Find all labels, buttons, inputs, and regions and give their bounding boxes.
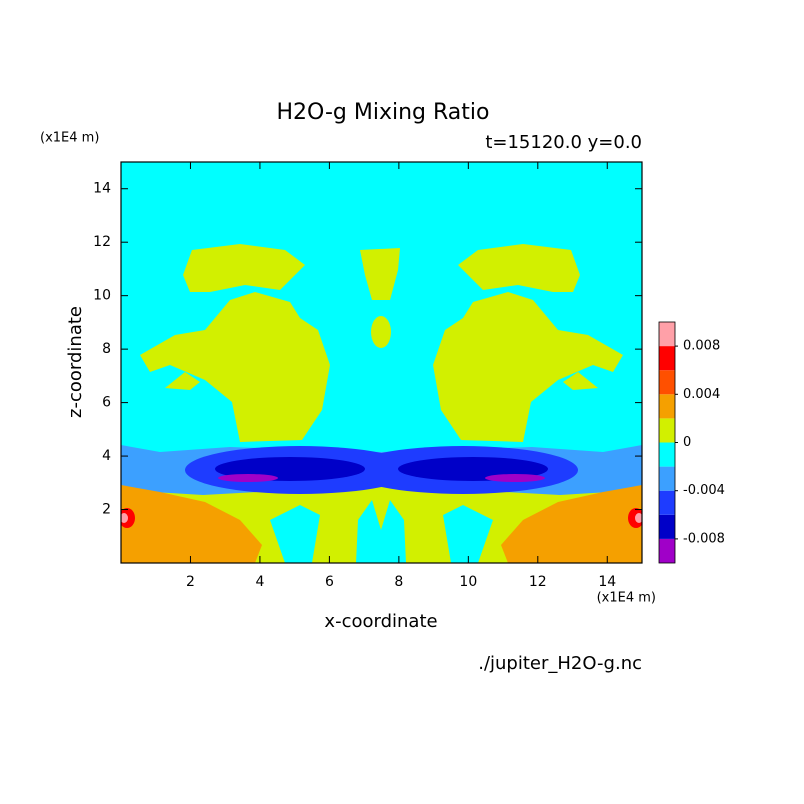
colorbar-label: -0.008: [683, 531, 725, 546]
contour-region: [371, 316, 391, 348]
y-tick-label: 4: [102, 448, 111, 464]
contour-region: [165, 372, 200, 390]
colorbar-label: 0: [683, 435, 691, 450]
colorbar-swatch: [659, 370, 675, 395]
colorbar-label: 0.008: [683, 339, 720, 354]
contour-region: [635, 513, 642, 523]
chart-title: H2O-g Mixing Ratio: [277, 100, 490, 125]
x-tick-label: 12: [529, 574, 547, 590]
contour-region: [356, 500, 406, 563]
y-tick-label: 6: [102, 395, 111, 411]
contour-region: [501, 485, 642, 563]
x-tick-label: 14: [598, 574, 616, 590]
contour-region: [121, 513, 128, 523]
contour-region: [485, 474, 545, 482]
y-tick-label: 8: [102, 341, 111, 357]
x-tick-label: 2: [186, 574, 195, 590]
contour-field: [121, 162, 642, 563]
colorbar-swatch: [659, 418, 675, 443]
colorbar-label: -0.004: [683, 483, 725, 498]
colorbar-label: 0.004: [683, 387, 720, 402]
contour-region: [433, 292, 623, 442]
colorbar-swatch: [659, 442, 675, 467]
contour-region: [458, 244, 580, 292]
colorbar-swatch: [659, 466, 675, 491]
y-tick-label: 12: [93, 234, 111, 250]
colorbar-swatch: [659, 514, 675, 539]
source-label: ./jupiter_H2O-g.nc: [478, 653, 642, 674]
contour-region: [270, 505, 320, 563]
contour-region: [563, 372, 598, 390]
contour-region: [218, 474, 278, 482]
contour-region: [121, 485, 262, 563]
x-axis-label: x-coordinate: [324, 611, 437, 632]
contour-region: [140, 292, 330, 442]
chart-subtitle: t=15120.0 y=0.0: [485, 132, 642, 153]
y-unit: (x1E4 m): [40, 131, 99, 146]
x-tick-label: 10: [459, 574, 477, 590]
x-unit: (x1E4 m): [597, 591, 656, 606]
plot-frame: [120, 161, 643, 564]
colorbar-swatch: [659, 490, 675, 515]
colorbar-swatch: [659, 322, 675, 347]
x-tick-label: 8: [394, 574, 403, 590]
y-tick-label: 10: [93, 288, 111, 304]
y-tick-label: 14: [93, 181, 111, 197]
x-tick-label: 4: [255, 574, 264, 590]
y-tick-label: 2: [102, 502, 111, 518]
colorbar-swatch: [659, 394, 675, 419]
colorbar-swatch: [659, 346, 675, 371]
contour-region: [360, 248, 400, 300]
y-axis-label: z-coordinate: [65, 306, 86, 418]
contour-region: [183, 244, 305, 292]
colorbar-swatch: [659, 538, 675, 563]
contour-region: [443, 505, 493, 563]
x-tick-label: 6: [325, 574, 334, 590]
